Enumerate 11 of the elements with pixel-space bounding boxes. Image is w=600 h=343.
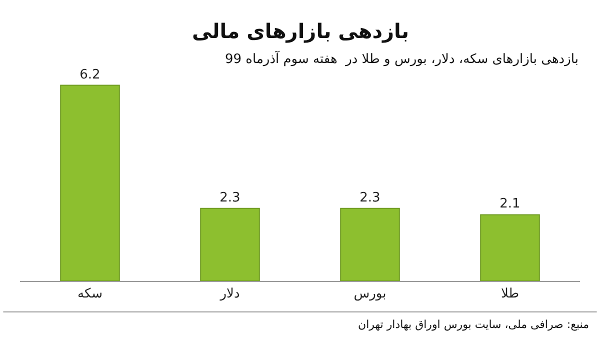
x-tick-label: دلار <box>219 286 240 302</box>
x-tick-label: سکه <box>77 286 103 302</box>
data-label: 6.2 <box>80 67 100 82</box>
x-tick-label: طلا <box>500 286 520 302</box>
x-tick-label: بورس <box>354 286 386 302</box>
chart-subtitle: بازدهی بازارهای سکه، دلار، بورس و طلا در هفته سوم آذرماه 99 <box>225 50 578 67</box>
data-label: 2.1 <box>500 196 520 212</box>
data-label: 2.3 <box>220 190 240 206</box>
chart-title: بازدهی بازارهای مالی <box>192 19 410 43</box>
text: منبع: صرافی ملی، سایت بورس اوراق بهادار تهران <box>358 318 590 331</box>
data-label: 2.3 <box>360 190 380 206</box>
